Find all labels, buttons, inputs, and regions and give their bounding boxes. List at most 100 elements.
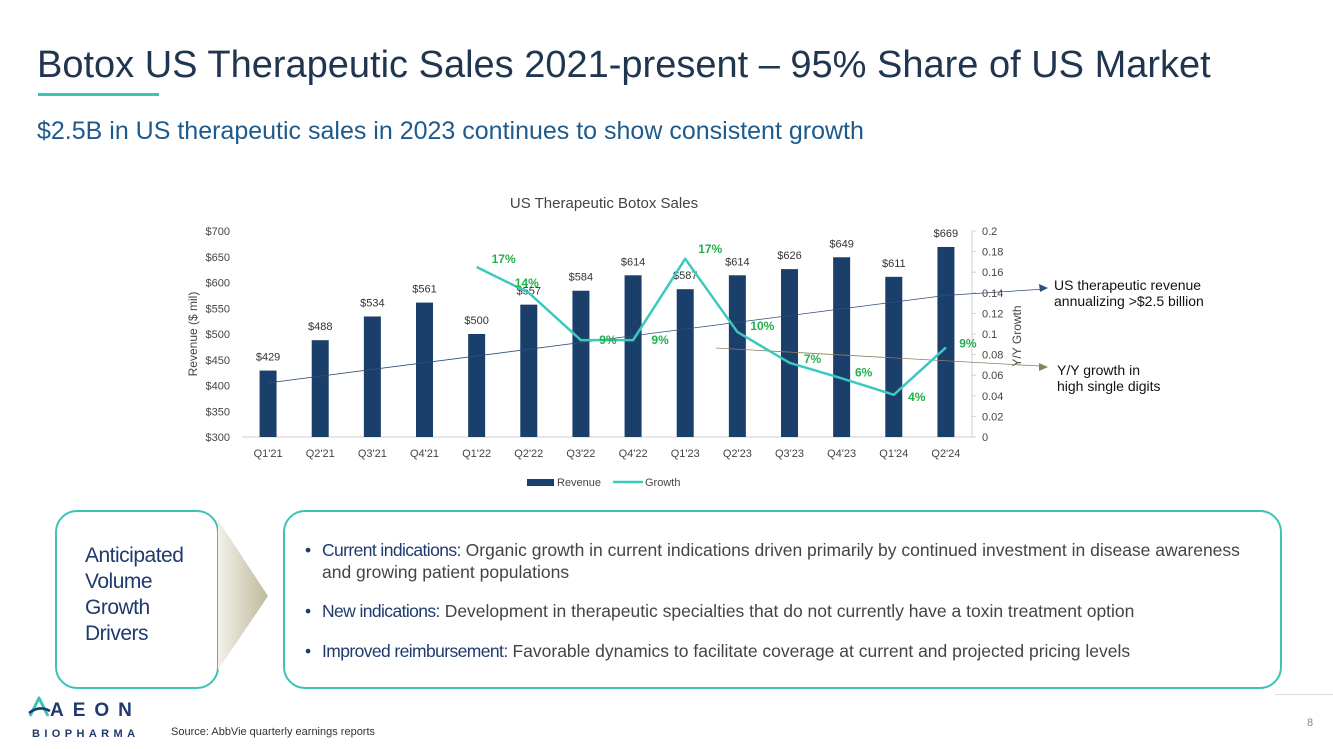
x-tick-label: Q4'21 <box>410 448 439 460</box>
x-tick-label: Q1'21 <box>254 448 283 460</box>
y2-tick-label: 0.2 <box>982 226 997 238</box>
bullet-new-indications: • New indications: Development in therap… <box>305 600 1252 622</box>
logo-wordmark: AEON <box>50 700 141 721</box>
revenue-bar <box>781 269 798 437</box>
x-tick-label: Q1'22 <box>462 448 491 460</box>
bullet-improved-reimbursement: • Improved reimbursement: Favorable dyna… <box>305 640 1252 662</box>
page-title: Botox US Therapeutic Sales 2021-present … <box>37 44 1211 86</box>
y2-tick-label: 0.02 <box>982 411 1003 423</box>
revenue-data-label: $649 <box>829 238 853 250</box>
y2-tick-label: 0.12 <box>982 308 1003 320</box>
revenue-bar <box>624 275 642 437</box>
revenue-data-label: $587 <box>673 270 697 282</box>
growth-data-label: 14% <box>515 276 539 290</box>
growth-data-label: 6% <box>855 365 873 379</box>
revenue-data-label: $534 <box>360 297 384 309</box>
y-tick-label: $450 <box>206 355 230 367</box>
bullet-dot: • <box>305 601 312 621</box>
x-tick-label: Q2'22 <box>514 448 543 460</box>
y-tick-label: $400 <box>206 381 230 393</box>
growth-line <box>476 257 947 397</box>
revenue-bar <box>520 304 538 437</box>
revenue-data-label: $584 <box>569 272 593 284</box>
callout-revenue-line-2: annualizing >$2.5 billion <box>1054 293 1204 309</box>
logo-subtitle: BIOPHARMA <box>32 728 140 740</box>
bullet-text: Development in therapeutic specialties t… <box>439 601 1135 621</box>
y2-tick-label: 0 <box>982 432 988 444</box>
bullet-head: Improved reimbursement: <box>322 641 508 661</box>
x-tick-label: Q2'24 <box>931 448 960 460</box>
y-tick-label: $550 <box>206 303 230 315</box>
revenue-data-label: $561 <box>412 284 436 296</box>
revenue-data-label: $488 <box>308 321 332 333</box>
revenue-data-label: $669 <box>934 228 958 240</box>
callout-revenue-line-1: US therapeutic revenue <box>1054 277 1202 293</box>
bullet-dot: • <box>305 641 312 661</box>
y2-axis-title: Y/Y Growth <box>1010 305 1024 366</box>
y-tick-label: $350 <box>206 406 230 418</box>
revenue-bar <box>572 290 590 437</box>
x-tick-label: Q1'24 <box>879 448 908 460</box>
aeon-logo-icon <box>28 696 51 717</box>
y2-tick-label: 0.06 <box>982 370 1003 382</box>
growth-data-label: 17% <box>492 252 516 266</box>
revenue-data-label: $614 <box>725 256 749 268</box>
chart-title: US Therapeutic Botox Sales <box>510 195 698 212</box>
y-tick-label: $700 <box>206 226 230 238</box>
revenue-bar <box>416 302 433 437</box>
y2-tick-label: 0.1 <box>982 329 997 341</box>
bullet-current-indications: • Current indications: Organic growth in… <box>305 539 1252 583</box>
x-tick-label: Q4'23 <box>827 448 856 460</box>
revenue-bar <box>728 275 746 437</box>
revenue-growth-chart: US Therapeutic Botox Sales $300 $350 $400 $4… <box>186 195 1048 489</box>
revenue-data-label: $611 <box>882 258 906 270</box>
growth-data-label: 4% <box>908 390 926 404</box>
y2-tick-label: 0.08 <box>982 350 1003 362</box>
revenue-bar <box>676 289 694 437</box>
callout-growth-line-2: high single digits <box>1057 378 1161 394</box>
revenue-data-label: $626 <box>777 250 801 262</box>
growth-data-label: 9% <box>959 336 977 350</box>
revenue-data-label: $500 <box>464 315 488 327</box>
page-subtitle: $2.5B in US therapeutic sales in 2023 co… <box>37 117 864 145</box>
y2-tick-label: 0.04 <box>982 391 1003 403</box>
title-underline <box>38 93 159 96</box>
y-axis-title: Revenue ($ mil) <box>186 292 200 377</box>
revenue-bar <box>311 340 329 437</box>
y-tick-label: $600 <box>206 278 230 290</box>
revenue-bar <box>363 316 381 437</box>
drivers-label-line: Anticipated <box>85 544 184 567</box>
legend-revenue-label: Revenue <box>557 477 601 489</box>
drivers-label-line: Drivers <box>85 622 149 645</box>
drivers-label: Anticipated Volume Growth Drivers <box>85 543 184 647</box>
revenue-callout-leader <box>945 288 1041 296</box>
growth-data-label: 10% <box>750 319 774 333</box>
revenue-bar <box>468 334 486 437</box>
drivers-label-line: Volume <box>85 570 153 593</box>
revenue-callout-arrowhead <box>1039 284 1048 292</box>
y2-tick-label: 0.16 <box>982 267 1003 279</box>
x-tick-label: Q2'23 <box>723 448 752 460</box>
source-note: Source: AbbVie quarterly earnings report… <box>171 726 376 738</box>
legend-revenue-swatch <box>527 479 554 486</box>
bullet-text: Favorable dynamics to facilitate coverag… <box>507 641 1131 661</box>
y-tick-label: $500 <box>206 329 230 341</box>
y2-tick-label: 0.14 <box>982 288 1003 300</box>
growth-data-label: 7% <box>804 352 822 366</box>
growth-data-label: 9% <box>599 333 617 347</box>
bullet-text: Organic growth in current indications dr… <box>322 540 1240 582</box>
revenue-bar <box>885 276 903 437</box>
revenue-data-label: $614 <box>621 256 645 268</box>
callout-revenue: US therapeutic revenue annualizing >$2.5… <box>1054 277 1204 309</box>
x-tick-label: Q2'21 <box>306 448 335 460</box>
growth-data-label: 9% <box>651 333 669 347</box>
x-tick-label: Q3'21 <box>358 448 387 460</box>
revenue-bar <box>937 246 955 437</box>
revenue-data-label: $429 <box>256 352 280 364</box>
y2-tick-label: 0.18 <box>982 247 1003 259</box>
growth-data-label: 17% <box>698 242 722 256</box>
y-tick-label: $300 <box>206 432 230 444</box>
drivers-label-line: Growth <box>85 596 150 619</box>
bullet-head: Current indications: <box>322 540 461 560</box>
chevron-arrow-icon <box>218 520 268 670</box>
